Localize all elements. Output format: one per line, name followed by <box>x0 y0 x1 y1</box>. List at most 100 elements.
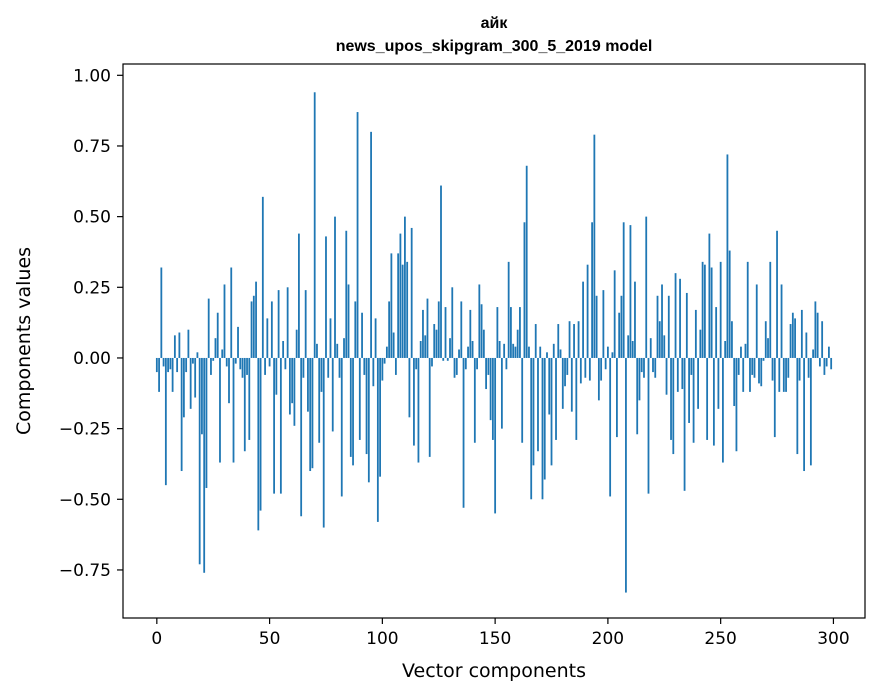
bar-50 <box>268 357 271 367</box>
bar-247 <box>712 357 715 446</box>
bar-195 <box>595 295 598 358</box>
bar-152 <box>498 341 501 358</box>
bar-132 <box>453 357 456 378</box>
bar-290 <box>809 357 812 466</box>
bar-254 <box>728 250 731 358</box>
bar-270 <box>764 321 767 358</box>
bar-156 <box>507 261 510 358</box>
bar-219 <box>649 338 652 358</box>
bar-28 <box>219 357 221 463</box>
bar-71 <box>316 343 318 358</box>
bar-52 <box>273 357 275 494</box>
chart-title-model: news_upos_skipgram_300_5_2019 model <box>336 38 653 55</box>
bar-38 <box>241 357 244 378</box>
bar-88 <box>354 301 357 358</box>
bar-252 <box>724 341 727 358</box>
bar-124 <box>435 329 438 358</box>
bar-1 <box>158 357 160 392</box>
bar-76 <box>327 357 330 378</box>
bar-173 <box>546 352 548 358</box>
bar-190 <box>584 357 587 378</box>
bar-223 <box>658 321 661 358</box>
bar-57 <box>284 357 287 370</box>
bar-297 <box>825 357 828 367</box>
bar-215 <box>640 357 643 373</box>
bar-97 <box>374 318 377 358</box>
y-tick-label: 0.50 <box>73 208 111 228</box>
bar-119 <box>424 335 427 358</box>
bar-37 <box>239 357 242 370</box>
bar-184 <box>570 357 573 412</box>
bar-204 <box>616 357 618 438</box>
bar-128 <box>444 307 447 358</box>
bar-67 <box>307 357 309 412</box>
bar-137 <box>464 357 467 370</box>
bar-75 <box>325 236 327 358</box>
bar-260 <box>742 357 745 392</box>
bar-211 <box>631 341 634 358</box>
bar-279 <box>785 357 787 392</box>
bar-181 <box>564 357 566 387</box>
bar-47 <box>261 196 264 358</box>
bar-239 <box>694 309 697 358</box>
bar-293 <box>816 312 819 358</box>
x-tick-label: 250 <box>704 629 736 649</box>
bar-240 <box>697 357 699 409</box>
bar-46 <box>259 357 262 511</box>
bar-255 <box>731 321 733 358</box>
bar-66 <box>304 290 307 358</box>
bar-55 <box>279 357 282 494</box>
bar-166 <box>530 357 533 500</box>
bar-174 <box>548 357 551 415</box>
bar-56 <box>282 341 285 358</box>
bar-228 <box>670 357 672 440</box>
bar-32 <box>228 357 230 404</box>
bar-286 <box>800 309 803 358</box>
bar-78 <box>331 357 334 432</box>
bar-285 <box>798 357 801 381</box>
bar-58 <box>286 287 289 358</box>
bar-39 <box>243 357 246 452</box>
bar-133 <box>455 357 458 375</box>
bar-178 <box>557 324 560 358</box>
bar-42 <box>250 301 253 358</box>
bar-214 <box>638 357 641 401</box>
chart-title: айк news_upos_skipgram_300_5_2019 model <box>336 15 653 55</box>
bar-86 <box>349 357 352 457</box>
bar-13 <box>185 357 188 373</box>
bar-104 <box>390 253 393 358</box>
bar-281 <box>789 324 792 358</box>
bar-69 <box>311 357 314 469</box>
bar-288 <box>805 332 808 358</box>
bar-122 <box>431 357 433 367</box>
bar-3 <box>162 357 165 367</box>
bar-280 <box>787 357 790 378</box>
bar-194 <box>593 134 596 358</box>
bar-253 <box>726 154 729 358</box>
bar-246 <box>710 267 713 358</box>
bar-150 <box>494 357 497 514</box>
bar-59 <box>288 357 291 415</box>
bar-189 <box>582 281 584 358</box>
bar-274 <box>773 357 776 438</box>
bar-91 <box>361 312 363 358</box>
bar-277 <box>780 284 783 358</box>
bar-101 <box>383 357 386 364</box>
bar-108 <box>399 233 402 358</box>
bar-171 <box>541 357 544 500</box>
y-axis-ticks: −0.75 −0.50 −0.25 0.00 0.25 0.50 0.75 1.00 <box>59 66 123 581</box>
bar-80 <box>336 343 339 358</box>
bar-250 <box>719 261 722 358</box>
bar-144 <box>480 304 483 358</box>
bar-206 <box>620 295 623 358</box>
bar-234 <box>683 357 686 491</box>
bar-84 <box>345 230 348 358</box>
bar-245 <box>708 233 711 358</box>
bar-257 <box>735 357 738 452</box>
bar-266 <box>755 284 758 358</box>
bar-79 <box>334 216 336 358</box>
bar-269 <box>762 357 765 361</box>
bar-298 <box>828 346 830 358</box>
bar-232 <box>679 278 681 358</box>
